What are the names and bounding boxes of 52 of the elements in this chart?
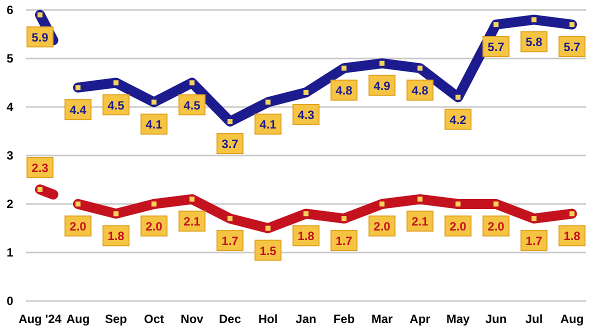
- data-label: 4.9: [374, 78, 391, 93]
- data-label: 4.8: [336, 84, 353, 98]
- y-tick-label: 0: [6, 294, 14, 308]
- data-label: 4.2: [450, 112, 467, 127]
- data-label: 1.8: [564, 229, 581, 244]
- data-label: 2.0: [488, 220, 505, 234]
- data-label: 4.5: [108, 98, 125, 112]
- data-label: 1.7: [526, 234, 543, 248]
- data-label: 1.8: [108, 229, 125, 244]
- data-label: 5.7: [564, 40, 581, 54]
- x-tick-label: Jun: [485, 312, 507, 326]
- x-tick-label: Jul: [525, 312, 543, 326]
- x-tick-label: Feb: [333, 312, 355, 326]
- x-tick-label: Mar: [371, 312, 393, 326]
- data-label: 1.7: [222, 234, 239, 248]
- x-tick-label: Apr: [410, 312, 431, 326]
- data-label: 2.1: [184, 214, 201, 229]
- data-label: 2.0: [146, 220, 163, 234]
- data-label: 2.0: [374, 220, 391, 234]
- data-label: 4.4: [70, 103, 87, 118]
- y-tick-label: 5: [6, 52, 14, 66]
- data-label: 1.5: [260, 244, 277, 258]
- y-tick-label: 2: [6, 197, 14, 211]
- x-tick-label: Nov: [180, 312, 204, 326]
- data-label: 4.1: [146, 118, 163, 132]
- x-tick-label: Hol: [258, 312, 278, 326]
- data-label: 2.0: [450, 220, 467, 234]
- x-tick-label: May: [446, 312, 470, 326]
- data-label: 1.7: [336, 234, 353, 248]
- x-tick-label: Aug '24: [18, 312, 62, 326]
- data-label: 2.3: [32, 160, 49, 175]
- y-tick-label: 1: [6, 246, 14, 260]
- data-label: 4.1: [260, 118, 277, 132]
- data-label: 4.3: [298, 108, 315, 122]
- x-tick-label: Jan: [296, 312, 316, 326]
- data-label: 4.8: [412, 84, 429, 98]
- y-tick-label: 4: [6, 100, 14, 114]
- x-tick-label: Oct: [144, 312, 164, 326]
- data-label: 5.9: [32, 30, 49, 44]
- data-label: 3.7: [222, 137, 239, 152]
- x-tick-label: Sep: [104, 312, 128, 326]
- data-label: 5.8: [526, 35, 543, 50]
- x-tick-label: Dec: [218, 312, 242, 326]
- data-label: 1.8: [298, 229, 315, 244]
- x-tick-label: Aug: [66, 312, 90, 326]
- x-tick-label: Aug: [560, 312, 584, 326]
- y-tick-label: 6: [6, 3, 14, 17]
- y-tick-label: 3: [6, 148, 14, 162]
- data-label: 5.7: [488, 40, 505, 54]
- data-label: 2.1: [412, 214, 429, 229]
- data-label: 2.0: [70, 220, 87, 234]
- data-label: 4.5: [184, 98, 201, 112]
